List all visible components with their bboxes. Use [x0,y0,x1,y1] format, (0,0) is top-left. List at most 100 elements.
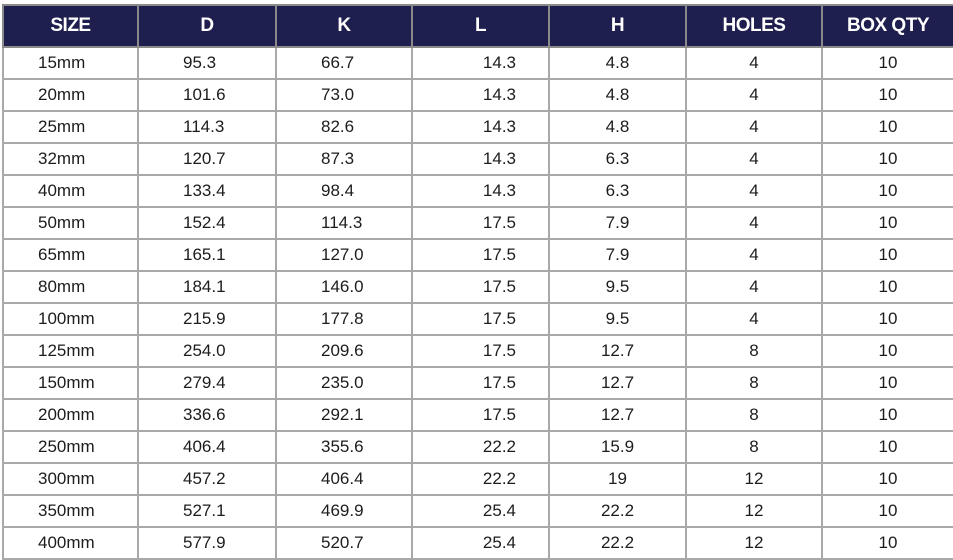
cell-size: 400mm [2,526,139,560]
table-row: 100mm 215.9 177.8 17.5 9.5 4 10 [2,302,953,336]
cell-h: 19 [548,462,687,496]
cell-h: 4.8 [548,78,687,112]
cell-box-qty: 10 [821,526,953,560]
cell-d: 101.6 [137,78,277,112]
cell-size: 80mm [2,270,139,304]
cell-box-qty: 10 [821,78,953,112]
cell-k: 98.4 [275,174,413,208]
cell-box-qty: 10 [821,238,953,272]
table-header: SIZE D K L H HOLES BOX QTY [2,4,953,48]
cell-k: 235.0 [275,366,413,400]
cell-holes: 4 [685,206,823,240]
cell-box-qty: 10 [821,366,953,400]
cell-k: 87.3 [275,142,413,176]
cell-l: 17.5 [411,302,550,336]
cell-box-qty: 10 [821,398,953,432]
header-size: SIZE [2,4,139,48]
cell-holes: 8 [685,430,823,464]
cell-l: 17.5 [411,270,550,304]
cell-size: 200mm [2,398,139,432]
table-row: 65mm 165.1 127.0 17.5 7.9 4 10 [2,238,953,272]
cell-l: 17.5 [411,398,550,432]
cell-holes: 12 [685,526,823,560]
cell-size: 350mm [2,494,139,528]
header-l: L [411,4,550,48]
cell-d: 527.1 [137,494,277,528]
cell-d: 184.1 [137,270,277,304]
cell-d: 406.4 [137,430,277,464]
table-row: 200mm 336.6 292.1 17.5 12.7 8 10 [2,398,953,432]
cell-h: 22.2 [548,526,687,560]
cell-box-qty: 10 [821,46,953,80]
cell-h: 22.2 [548,494,687,528]
cell-k: 73.0 [275,78,413,112]
header-holes: HOLES [685,4,823,48]
cell-h: 12.7 [548,398,687,432]
cell-size: 250mm [2,430,139,464]
cell-holes: 12 [685,462,823,496]
cell-size: 32mm [2,142,139,176]
table-row: 20mm 101.6 73.0 14.3 4.8 4 10 [2,78,953,112]
cell-k: 66.7 [275,46,413,80]
table-row: 25mm 114.3 82.6 14.3 4.8 4 10 [2,110,953,144]
cell-d: 133.4 [137,174,277,208]
cell-holes: 8 [685,334,823,368]
cell-l: 17.5 [411,238,550,272]
cell-size: 100mm [2,302,139,336]
cell-holes: 4 [685,46,823,80]
cell-h: 9.5 [548,302,687,336]
cell-box-qty: 10 [821,142,953,176]
cell-holes: 12 [685,494,823,528]
table-row: 15mm 95.3 66.7 14.3 4.8 4 10 [2,46,953,80]
cell-box-qty: 10 [821,494,953,528]
cell-k: 355.6 [275,430,413,464]
cell-l: 22.2 [411,430,550,464]
cell-l: 17.5 [411,206,550,240]
cell-d: 120.7 [137,142,277,176]
cell-size: 15mm [2,46,139,80]
cell-k: 177.8 [275,302,413,336]
cell-k: 520.7 [275,526,413,560]
cell-box-qty: 10 [821,302,953,336]
cell-l: 17.5 [411,366,550,400]
header-box-qty: BOX QTY [821,4,953,48]
cell-h: 4.8 [548,46,687,80]
cell-holes: 4 [685,78,823,112]
cell-h: 6.3 [548,174,687,208]
cell-size: 125mm [2,334,139,368]
table-row: 40mm 133.4 98.4 14.3 6.3 4 10 [2,174,953,208]
cell-holes: 4 [685,238,823,272]
cell-h: 12.7 [548,366,687,400]
cell-l: 25.4 [411,494,550,528]
header-d: D [137,4,277,48]
cell-size: 65mm [2,238,139,272]
table-row: 300mm 457.2 406.4 22.2 19 12 10 [2,462,953,496]
cell-box-qty: 10 [821,174,953,208]
cell-box-qty: 10 [821,462,953,496]
cell-d: 336.6 [137,398,277,432]
cell-h: 7.9 [548,206,687,240]
cell-h: 15.9 [548,430,687,464]
cell-l: 14.3 [411,46,550,80]
cell-k: 146.0 [275,270,413,304]
cell-size: 50mm [2,206,139,240]
table-row: 350mm 527.1 469.9 25.4 22.2 12 10 [2,494,953,528]
cell-k: 292.1 [275,398,413,432]
cell-holes: 4 [685,142,823,176]
cell-size: 150mm [2,366,139,400]
cell-l: 14.3 [411,142,550,176]
cell-k: 469.9 [275,494,413,528]
header-h: H [548,4,687,48]
cell-l: 25.4 [411,526,550,560]
table-row: 250mm 406.4 355.6 22.2 15.9 8 10 [2,430,953,464]
cell-holes: 8 [685,398,823,432]
table-row: 50mm 152.4 114.3 17.5 7.9 4 10 [2,206,953,240]
cell-size: 40mm [2,174,139,208]
flange-spec-table: SIZE D K L H HOLES BOX QTY 15mm 95.3 66.7 1… [2,4,953,560]
cell-h: 4.8 [548,110,687,144]
cell-box-qty: 10 [821,334,953,368]
table-row: 125mm 254.0 209.6 17.5 12.7 8 10 [2,334,953,368]
cell-d: 152.4 [137,206,277,240]
cell-box-qty: 10 [821,430,953,464]
cell-size: 25mm [2,110,139,144]
